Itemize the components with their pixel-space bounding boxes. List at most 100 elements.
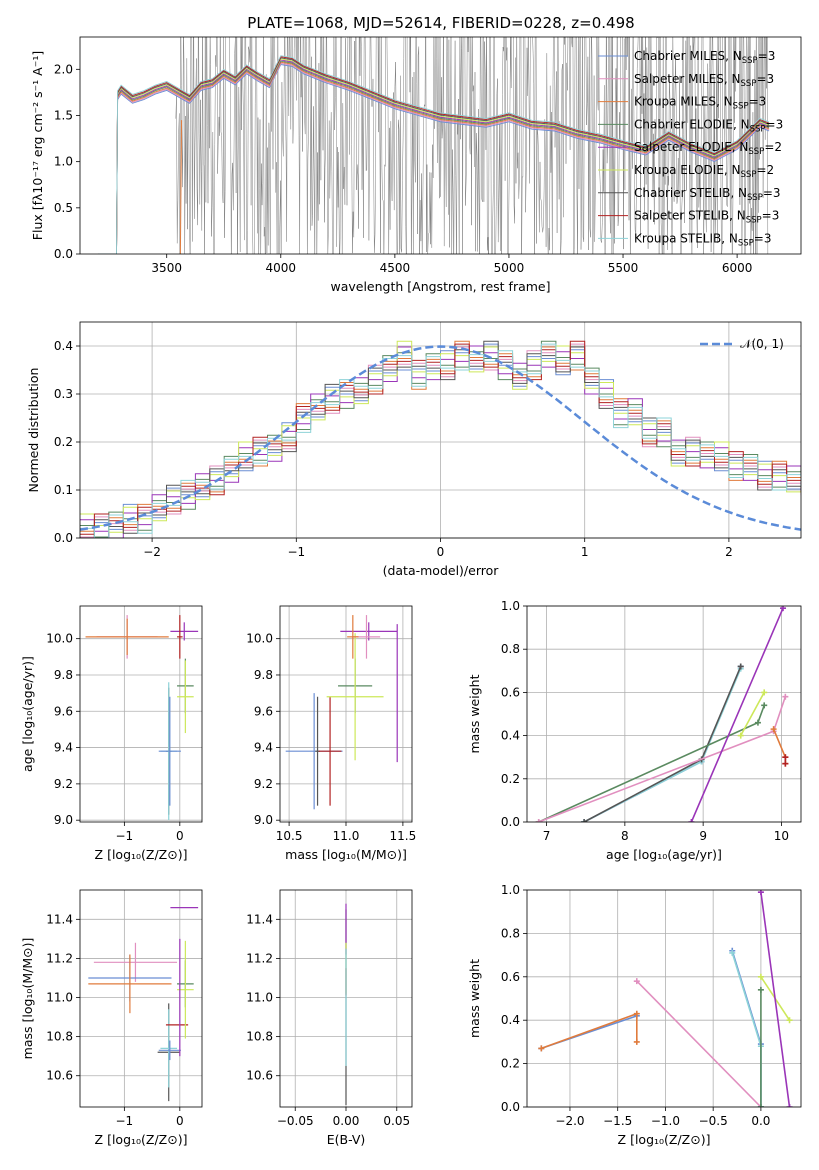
weight-point [757,986,764,993]
chart-age-vs-z: −1 0 9.0 9.2 9.4 9.6 9.8 10.0 Z [log₁₀(Z/Z⊙)] age… [20,605,203,862]
weight-point [786,1104,793,1107]
tick-label-y: 9.2 [254,777,273,791]
histogram-8 [80,343,801,538]
tick-label-x: −2 [143,545,161,559]
x-axis-label: Z [log₁₀(Z/Z⊙)] [95,1132,188,1147]
histogram-7 [80,340,801,535]
tick-label-y: 0.0 [54,247,73,261]
chart-mass-vs-ebv: −0.05 0.00 0.05 10.6 10.8 11.0 11.2 11.4 E(B-V) [246,889,413,1147]
tick-label-y: 0.6 [501,970,520,984]
legend-label: Chabrier MILES, NSSP=3 [634,49,775,66]
legend-label: Salpeter MILES, NSSP=3 [634,72,774,89]
chart-weight-vs-z: −2.0 −1.5 −1.0 −0.5 0.0 0.0 0.2 0.4 0.6 0.8 1.0 Z [… [467,883,802,1147]
weight-line [690,607,784,822]
tick-label-y: 0.6 [501,685,520,699]
tick-label-y: 9.0 [254,813,273,827]
y-axis-label: mass weight [467,959,482,1038]
weight-line [739,692,765,736]
model-4 [98,59,770,254]
chart-residuals: −2 −1 0 1 2 0.0 0.1 0.2 0.3 0.4 𝒩(0, 1) (data-model… [26,321,802,578]
weight-line [541,1012,638,1050]
plot-content [538,890,793,1107]
tick-label-x: 0 [176,829,184,843]
plot-content [535,606,789,822]
weight-line [731,952,762,1107]
tick-label-x: 7 [543,829,551,843]
model-1 [98,62,770,254]
chart-mass-vs-z: −1 0 10.6 10.8 11.0 11.2 11.4 Z [log₁₀(Z/Z⊙)] ma… [20,889,203,1147]
tick-label-y: 0.4 [501,729,520,743]
tick-label-y: 10.0 [246,632,273,646]
axes-frame [526,605,802,823]
weight-point [581,819,588,822]
tick-label-y: 11.4 [246,912,273,926]
legend-label: Chabrier ELODIE, NSSP=3 [634,117,783,134]
plot-content [88,906,199,1102]
model-2 [98,61,770,254]
weight-line [583,668,742,822]
x-axis-label: age [log₁₀(age/yr)] [606,847,722,862]
axes-frame [79,605,203,823]
weight-point [737,732,744,739]
model-5 [98,58,770,254]
model-7 [98,56,770,254]
tick-label-x: −1.5 [603,1114,632,1128]
tick-label-y: 11.4 [46,912,73,926]
tick-label-x: 0.0 [751,1114,770,1128]
tick-label-x: 5000 [494,261,525,275]
tick-label-y: 10.0 [46,632,73,646]
tick-label-y: 0.0 [501,815,520,829]
weight-point [770,726,777,733]
tick-label-x: 0 [437,545,445,559]
weight-point [782,754,789,761]
tick-label-y: 0.1 [54,483,73,497]
x-axis-label: Z [log₁₀(Z/Z⊙)] [618,1132,711,1147]
plot-content [80,340,801,538]
tick-label-x: 8 [621,829,629,843]
chart-spectrum: 3500 4000 4500 5000 5500 6000 0.0 0.5 1.0 1.5 2.0 w… [30,36,802,294]
weight-point [729,949,736,956]
legend: Chabrier MILES, NSSP=3 Salpeter MILES, NS… [598,49,783,248]
tick-label-x: −1.0 [651,1114,680,1128]
tick-label-x: −1 [116,829,134,843]
tick-label-x: 5500 [608,261,639,275]
weight-point [761,702,768,709]
tick-label-x: 4000 [266,261,297,275]
tick-label-y: 0.2 [54,435,73,449]
tick-label-y: 9.2 [54,777,73,791]
weight-line [636,980,762,1107]
x-axis-label: E(B-V) [327,1132,366,1147]
weight-point [786,1017,793,1024]
axes-frame [79,889,203,1108]
legend-label: Salpeter ELODIE, NSSP=2 [634,140,782,157]
tick-label-y: 11.0 [246,991,273,1005]
weight-point [737,663,744,670]
tick-label-y: 11.0 [46,991,73,1005]
model-0 [98,64,770,254]
tick-label-y: 0.4 [54,339,73,353]
normal-legend-label: 𝒩(0, 1) [740,337,784,351]
tick-label-y: 0.3 [54,387,73,401]
normal-curve [80,345,801,531]
tick-label-y: 9.0 [54,813,73,827]
tick-label-x: −1 [287,545,305,559]
y-axis-label: mass [log₁₀(M/M⊙)] [20,938,35,1060]
x-axis-label: Z [log₁₀(Z/Z⊙)] [95,847,188,862]
tick-label-y: 11.2 [246,951,273,965]
tick-label-y: 9.6 [54,704,73,718]
tick-label-y: 10.6 [246,1069,273,1083]
tick-label-y: 0.8 [501,926,520,940]
tick-label-y: 9.4 [254,741,273,755]
model-edge [179,120,183,254]
legend-label: Salpeter STELIB, NSSP=3 [634,209,779,226]
weight-point [782,693,789,700]
legend-label: Chabrier STELIB, NSSP=3 [634,186,781,203]
tick-label-y: 10.8 [246,1030,273,1044]
axes-frame [79,321,802,539]
observed-spectrum [175,37,769,254]
weight-line [538,696,787,822]
tick-label-x: 10.5 [276,829,303,843]
weight-line [583,666,742,822]
chart-weight-vs-age: 7 8 9 10 0.0 0.2 0.4 0.6 0.8 1.0 age [log₁₀(age/yr… [467,599,802,862]
